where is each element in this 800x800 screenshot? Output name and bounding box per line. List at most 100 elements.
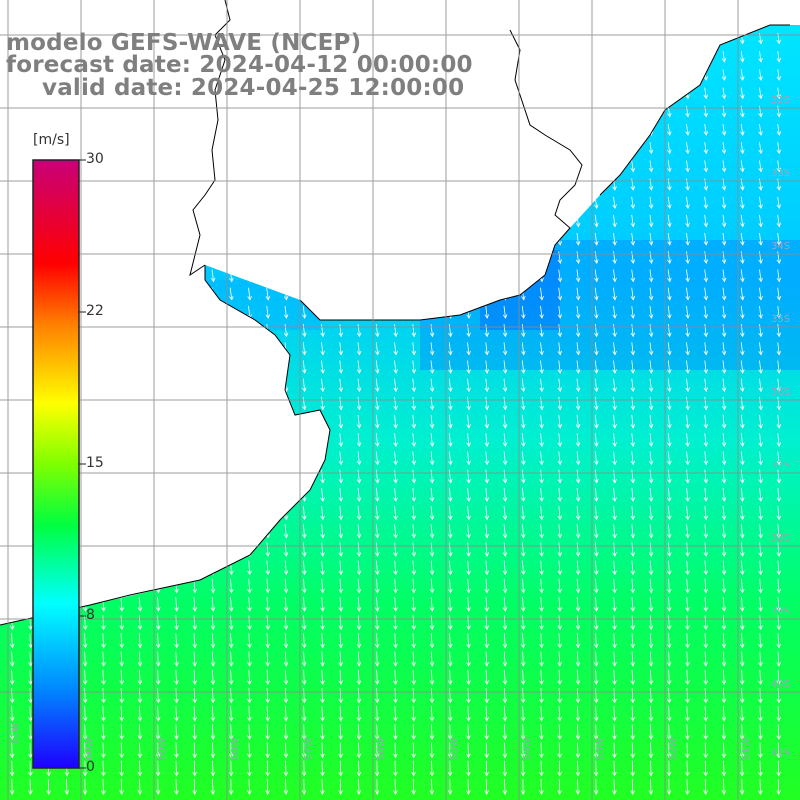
wind-arrow-head bbox=[101, 424, 106, 429]
wind-arrow-head bbox=[338, 204, 344, 210]
wind-arrow-head bbox=[83, 442, 88, 448]
wind-arrow-head bbox=[247, 442, 252, 448]
wind-arrow bbox=[321, 105, 324, 117]
wind-arrow-head bbox=[612, 167, 617, 173]
wind-arrow-head bbox=[46, 112, 52, 118]
wind-arrow-head bbox=[484, 698, 489, 704]
wind-arrow bbox=[467, 724, 469, 740]
wind-arrow bbox=[613, 687, 615, 703]
wind-arrow bbox=[558, 506, 561, 520]
wind-arrow bbox=[358, 706, 360, 721]
wind-arrow bbox=[229, 196, 233, 209]
wind-arrow-head bbox=[721, 112, 727, 118]
wind-arrow bbox=[576, 196, 579, 209]
wind-arrow bbox=[631, 305, 634, 319]
wind-arrow-head bbox=[740, 588, 745, 594]
wind-arrow-head bbox=[630, 350, 636, 356]
wind-arrow bbox=[540, 69, 543, 81]
wind-arrow bbox=[430, 669, 433, 685]
wind-arrow bbox=[394, 123, 397, 136]
wind-arrow-head bbox=[448, 167, 453, 173]
wind-arrow-head bbox=[338, 112, 344, 118]
wind-arrow-head bbox=[82, 771, 88, 777]
wind-arrow-head bbox=[265, 424, 271, 429]
wind-arrow bbox=[248, 251, 251, 264]
wind-arrow-head bbox=[594, 460, 599, 466]
wind-arrow-head bbox=[210, 662, 216, 667]
wind-arrow bbox=[120, 178, 123, 190]
wind-arrow-head bbox=[685, 25, 690, 27]
wind-arrow-head bbox=[466, 570, 471, 576]
wind-arrow bbox=[248, 342, 251, 355]
wind-arrow bbox=[138, 25, 141, 26]
wind-arrow bbox=[175, 615, 178, 630]
wind-arrow-head bbox=[703, 277, 709, 283]
wind-arrow-head bbox=[466, 167, 471, 173]
wind-arrow-head bbox=[685, 240, 690, 246]
wind-arrow bbox=[540, 760, 542, 776]
wind-arrow bbox=[175, 415, 178, 428]
wind-arrow bbox=[431, 778, 433, 795]
wind-arrow bbox=[211, 123, 214, 136]
wind-arrow bbox=[284, 360, 287, 374]
wind-arrow bbox=[11, 687, 13, 703]
wind-arrow bbox=[650, 706, 652, 721]
wind-arrow bbox=[649, 342, 652, 355]
wind-arrow-head bbox=[667, 259, 672, 265]
wind-arrow bbox=[740, 433, 744, 447]
wind-arrow-head bbox=[411, 790, 416, 795]
wind-arrow-head bbox=[101, 497, 106, 502]
wind-arrow bbox=[10, 433, 14, 447]
wind-arrow-head bbox=[192, 753, 197, 759]
wind-arrow-head bbox=[265, 405, 271, 411]
wind-arrow bbox=[394, 778, 396, 795]
wind-arrow bbox=[576, 123, 579, 136]
wind-arrow bbox=[11, 596, 13, 612]
wind-arrow-head bbox=[320, 112, 325, 118]
wind-arrow bbox=[613, 706, 615, 721]
wind-arrow-head bbox=[648, 607, 654, 612]
wind-arrow-head bbox=[593, 771, 599, 777]
wind-arrow-head bbox=[375, 533, 380, 539]
wind-arrow bbox=[120, 742, 123, 758]
wind-arrow bbox=[540, 578, 543, 593]
wind-arrow bbox=[631, 396, 634, 410]
wind-arrow bbox=[667, 415, 671, 428]
wind-arrow-head bbox=[502, 735, 508, 740]
wind-arrow-head bbox=[210, 790, 216, 795]
wind-arrow-head bbox=[265, 753, 270, 759]
wind-arrow-head bbox=[192, 735, 197, 740]
wind-arrow bbox=[10, 287, 14, 300]
wind-arrow bbox=[485, 633, 488, 648]
wind-arrow-head bbox=[137, 698, 143, 704]
wind-arrow bbox=[284, 196, 287, 209]
wind-arrow-head bbox=[630, 259, 636, 265]
wind-arrow-head bbox=[320, 625, 325, 631]
lon-label: 52W bbox=[668, 737, 679, 760]
wind-arrow bbox=[357, 578, 360, 593]
wind-arrow bbox=[284, 596, 287, 612]
colorbar-ticks bbox=[79, 159, 86, 769]
wind-arrow bbox=[339, 396, 342, 410]
wind-arrow bbox=[10, 469, 14, 483]
wind-arrow bbox=[485, 324, 488, 337]
wind-arrow-head bbox=[703, 424, 709, 429]
wind-arrow-head bbox=[101, 533, 106, 539]
wind-arrow-head bbox=[247, 625, 252, 631]
wind-arrow bbox=[503, 196, 506, 209]
wind-arrow bbox=[741, 724, 743, 740]
wind-arrow bbox=[704, 287, 707, 300]
wind-arrow-head bbox=[119, 625, 125, 631]
wind-arrow-head bbox=[119, 735, 124, 740]
wind-arrow-head bbox=[393, 497, 398, 502]
wind-arrow bbox=[576, 669, 579, 685]
wind-arrow-head bbox=[776, 735, 781, 740]
wind-arrow bbox=[740, 69, 744, 81]
wind-arrow bbox=[485, 142, 488, 154]
wind-arrow-head bbox=[210, 497, 216, 502]
wind-arrow bbox=[266, 415, 269, 428]
wind-arrow bbox=[594, 396, 598, 410]
wind-arrow bbox=[375, 451, 379, 465]
wind-arrow bbox=[102, 287, 105, 300]
